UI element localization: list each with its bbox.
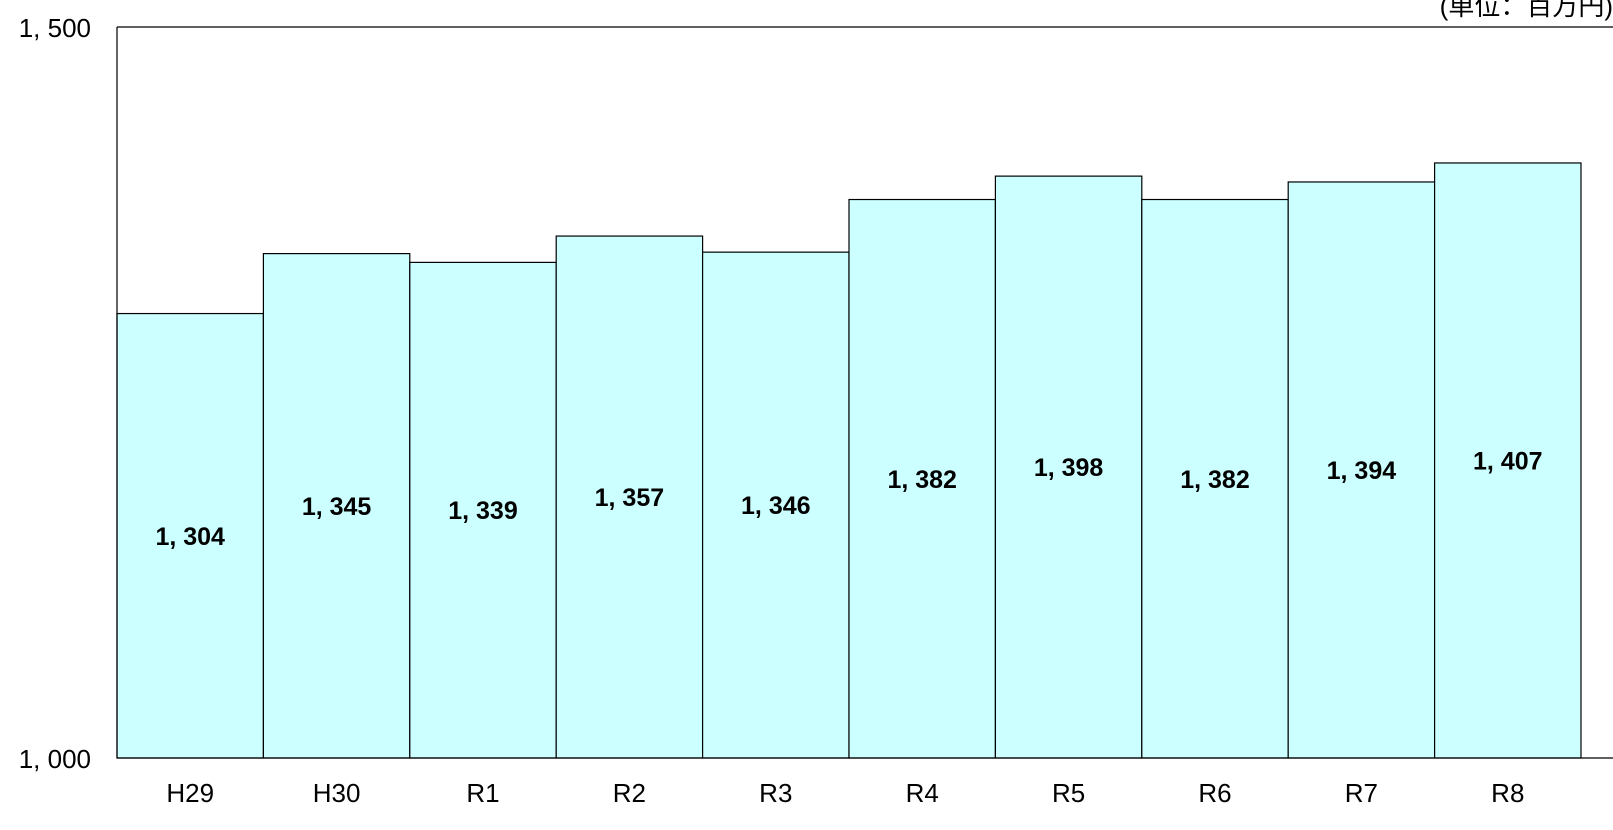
y-tick-label-1500: 1, 500 [19,13,91,43]
x-tick-label-R3: R3 [759,778,792,808]
x-tick-label-R1: R1 [466,778,499,808]
data-label-R3: 1, 346 [741,492,811,520]
data-label-R1: 1, 339 [448,497,518,525]
data-label-R2: 1, 357 [595,484,665,512]
data-label-H30: 1, 345 [302,493,372,521]
bar-R3 [701,251,850,759]
bar-H30 [262,253,411,759]
bar-R5 [994,175,1143,759]
x-tick-label-R4: R4 [906,778,939,808]
bar-R4 [848,198,996,759]
x-tick-label-R5: R5 [1052,778,1085,808]
data-label-H29: 1, 304 [155,523,225,551]
x-tick-label-R6: R6 [1198,778,1231,808]
bar-R1 [409,261,557,759]
data-label-R6: 1, 382 [1180,466,1250,494]
x-tick-label-H30: H30 [313,778,361,808]
x-tick-label-R7: R7 [1345,778,1378,808]
bar-R2 [555,235,704,759]
x-tick-label-R8: R8 [1491,778,1524,808]
data-label-R5: 1, 398 [1034,454,1104,482]
bar-R8 [1433,162,1582,759]
data-label-R7: 1, 394 [1327,457,1397,485]
x-tick-label-R2: R2 [613,778,646,808]
unit-note: (単位：百万円) [1439,0,1613,21]
data-label-R4: 1, 382 [887,466,957,494]
x-tick-label-H29: H29 [166,778,214,808]
data-label-R8: 1, 407 [1473,447,1543,475]
bar-R6 [1141,198,1289,759]
bar-H29 [116,312,264,759]
y-tick-label-1000: 1, 000 [19,744,91,774]
